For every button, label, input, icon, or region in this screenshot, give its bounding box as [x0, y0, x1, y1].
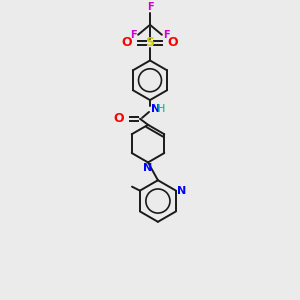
Text: N: N: [151, 104, 160, 114]
Text: F: F: [163, 30, 169, 40]
Text: H: H: [157, 104, 165, 114]
Text: S: S: [146, 36, 154, 49]
Text: O: O: [122, 36, 132, 49]
Text: O: O: [168, 36, 178, 49]
Text: F: F: [147, 2, 153, 12]
Text: F: F: [130, 30, 137, 40]
Text: N: N: [177, 186, 186, 196]
Text: O: O: [114, 112, 124, 125]
Text: N: N: [143, 164, 153, 173]
